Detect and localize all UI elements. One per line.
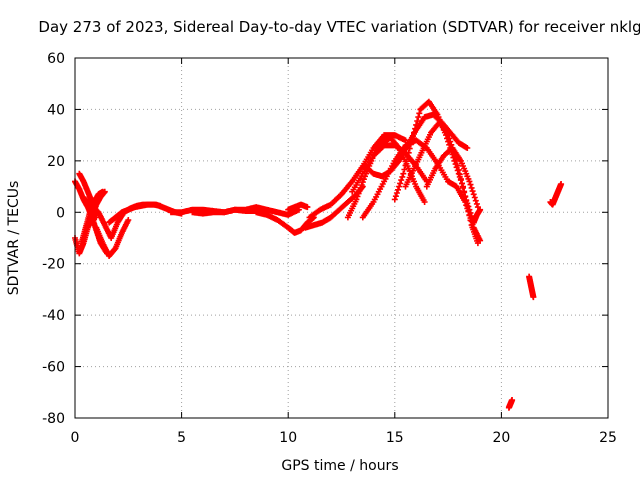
x-axis-label: GPS time / hours (281, 458, 398, 474)
data-series-arc-07 (106, 201, 164, 226)
data-series-arc-06 (93, 217, 132, 259)
grid-layer (75, 58, 608, 418)
data-series-arc-23 (505, 397, 516, 411)
data-series-arc-24 (526, 273, 537, 301)
y-tick-label: -60 (42, 360, 65, 376)
data-series-arc-12 (302, 183, 366, 231)
data-series-arc-22 (470, 206, 484, 226)
x-tick-label: 25 (599, 430, 617, 446)
data-series-arc-20 (423, 145, 481, 211)
chart-title: Day 273 of 2023, Sidereal Day-to-day VTE… (38, 18, 640, 36)
data-point-markers (285, 201, 311, 213)
y-tick-label: 40 (47, 102, 65, 118)
data-series-arc-18 (391, 98, 481, 247)
data-point-markers (423, 145, 481, 211)
data-point-markers (547, 181, 565, 208)
data-point-markers (470, 206, 484, 226)
data-point-markers (106, 201, 164, 226)
y-tick-label: 60 (47, 51, 65, 67)
data-point-markers (526, 273, 537, 301)
x-tick-label: 20 (492, 430, 510, 446)
y-axis-label: SDTVAR / TECUs (6, 181, 22, 296)
data-series-arc-09 (189, 206, 260, 217)
data-point-markers (505, 397, 516, 411)
data-point-markers (189, 206, 260, 217)
x-tick-label: 15 (386, 430, 404, 446)
data-series-arc-11 (285, 201, 311, 213)
tick-layer: 0 5 10 15 20 25 -80 -60 -40 -20 0 20 40 60 (42, 51, 617, 446)
y-tick-label: -40 (42, 308, 65, 324)
data-series-arc-25 (547, 181, 565, 208)
data-series-arc-10 (253, 209, 317, 236)
x-tick-label: 5 (177, 430, 186, 446)
y-tick-label: -80 (42, 411, 65, 427)
data-point-markers (93, 217, 132, 259)
data-point-markers (302, 183, 366, 231)
y-tick-label: -20 (42, 257, 65, 273)
data-point-markers (391, 98, 481, 247)
data-layer (72, 98, 565, 411)
data-point-markers (253, 209, 317, 236)
x-tick-label: 0 (71, 430, 80, 446)
plot-frame (74, 57, 609, 419)
x-tick-label: 10 (279, 430, 297, 446)
y-tick-label: 20 (47, 154, 65, 170)
y-tick-label: 0 (56, 205, 65, 221)
